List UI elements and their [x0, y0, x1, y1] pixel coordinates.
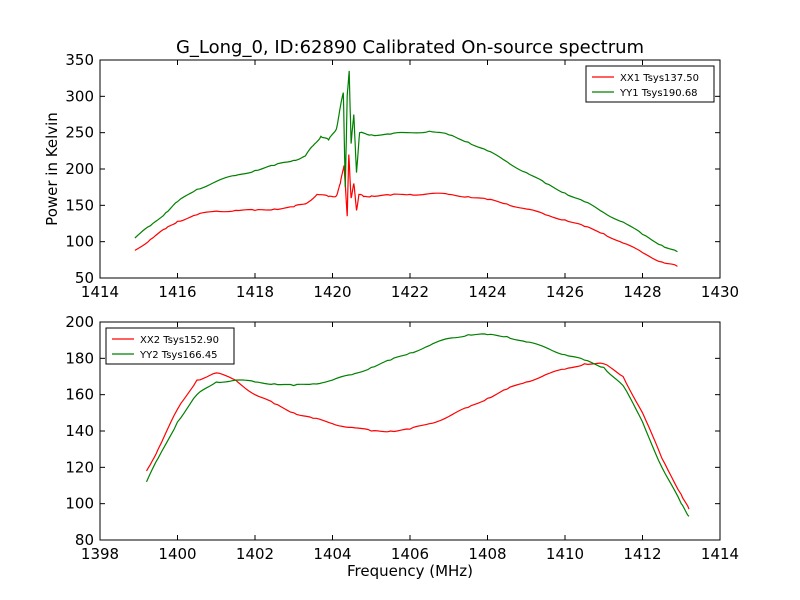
- x-tick-label: 1426: [546, 283, 584, 301]
- x-tick-label: 1428: [623, 283, 661, 301]
- x-tick-label: 1424: [468, 283, 506, 301]
- series-line-1: [134, 154, 678, 267]
- x-tick-label: 1402: [236, 545, 274, 563]
- legend-box: [585, 65, 715, 103]
- x-tick-label: 1414: [701, 545, 739, 563]
- y-tick-label: 50: [75, 269, 94, 287]
- legend-label: YY1 Tsys190.68: [619, 88, 698, 99]
- x-tick-label: 1408: [468, 545, 506, 563]
- x-tick-label: 1404: [313, 545, 351, 563]
- x-tick-label: 1410: [546, 545, 584, 563]
- y-tick-label: 300: [65, 87, 94, 105]
- x-tick-label: 1422: [391, 283, 429, 301]
- x-axis-label: Frequency (MHz): [347, 562, 473, 580]
- series-line-2: [134, 70, 678, 253]
- y-tick-label: 180: [65, 349, 94, 367]
- y-tick-label: 200: [65, 313, 94, 331]
- x-tick-label: 1406: [391, 545, 429, 563]
- legend-label: XX1 Tsys137.50: [620, 73, 699, 84]
- legend-label: YY2 Tsys166.45: [139, 350, 218, 361]
- y-tick-label: 100: [65, 495, 94, 513]
- y-tick-label: 160: [65, 386, 94, 404]
- top-panel: 1414 1416 1418 1420 1422 1424 1426 1428 1430 50 10…: [43, 51, 739, 301]
- bottom-panel: 1398 1400 1402 1404 1406 1408 1410 1412 1414 80 10…: [65, 313, 739, 580]
- x-tick-label: 1400: [158, 545, 196, 563]
- x-tick-label: 1420: [313, 283, 351, 301]
- x-tick-label: 1430: [701, 283, 739, 301]
- x-tick-label: 1416: [158, 283, 196, 301]
- x-tick-label: 1398: [81, 545, 119, 563]
- figure-title: G_Long_0, ID:62890 Calibrated On-source …: [176, 37, 644, 58]
- y-tick-label: 100: [65, 233, 94, 251]
- y-tick-label: 80: [75, 531, 94, 549]
- series-line-1: [145, 362, 690, 510]
- y-tick-label: 150: [65, 196, 94, 214]
- y-tick-label: 200: [65, 160, 94, 178]
- y-tick-label: 140: [65, 422, 94, 440]
- series-line-2: [145, 333, 690, 517]
- legend-label: XX2 Tsys152.90: [140, 335, 219, 346]
- y-axis-label: Power in Kelvin: [43, 112, 61, 226]
- legend-box: [105, 327, 235, 365]
- y-tick-label: 250: [65, 124, 94, 142]
- y-tick-label: 350: [65, 51, 94, 69]
- x-tick-label: 1412: [623, 545, 661, 563]
- y-tick-label: 120: [65, 458, 94, 476]
- x-tick-label: 1414: [81, 283, 119, 301]
- x-tick-label: 1418: [236, 283, 274, 301]
